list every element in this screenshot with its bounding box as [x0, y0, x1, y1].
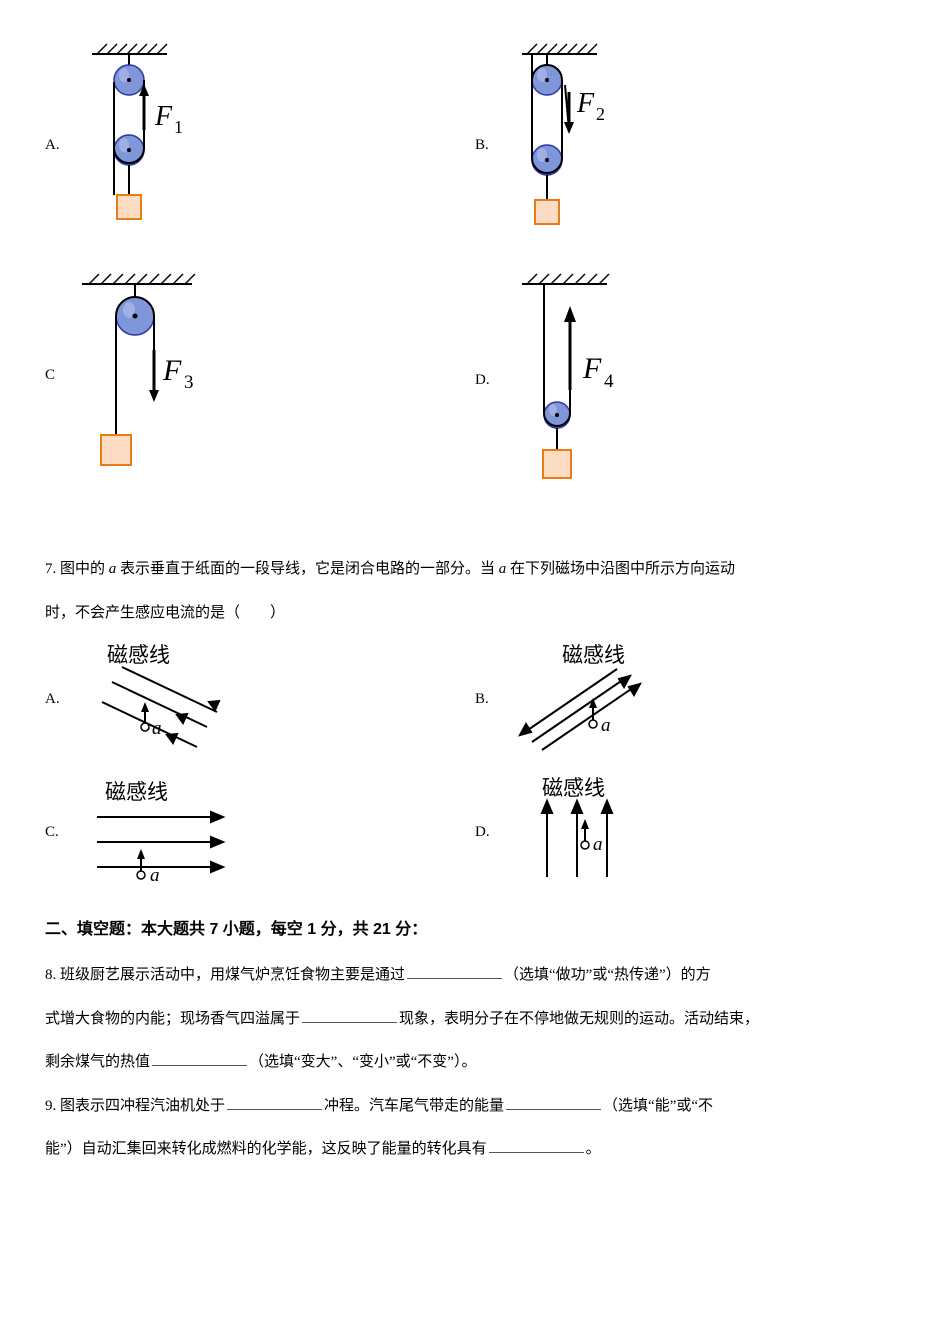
q7-t3: 在下列磁场中沿图中所示方向运动	[506, 561, 735, 577]
q7-t2: 表示垂直于纸面的一段导线，它是闭合电路的一部分。当	[116, 561, 499, 577]
svg-text:a: a	[601, 715, 611, 736]
force-f4: F	[582, 352, 602, 385]
q9-p2: 冲程。汽车尾气带走的能量	[324, 1098, 504, 1114]
svg-text:1: 1	[174, 117, 183, 137]
q6-row-ab: A.	[45, 40, 905, 250]
q8-p6: （选填“变大”、“变小”或“不变”）。	[249, 1054, 476, 1070]
q6-d-letter: D.	[475, 366, 495, 395]
svg-text:a: a	[593, 834, 603, 855]
blank	[506, 1093, 601, 1110]
q9-p3: （选填“能”或“不	[603, 1098, 713, 1114]
q7-c-label: 磁感线	[105, 780, 168, 804]
q7-c-letter: C.	[45, 818, 65, 847]
q7-t1: 7. 图中的	[45, 561, 109, 577]
q9-p4: 能”）自动汇集回来转化成燃料的化学能，这反映了能量的转化具有	[45, 1141, 487, 1157]
q6-option-d: D. F 4	[475, 270, 905, 490]
force-f1: F	[154, 101, 173, 132]
q8-line3: 剩余煤气的热值 （选填“变大”、“变小”或“不变”）。	[45, 1048, 905, 1077]
blank	[489, 1136, 584, 1153]
q7-stem: 7. 图中的 a 表示垂直于纸面的一段导线，它是闭合电路的一部分。当 a 在下列…	[45, 555, 905, 584]
q7-stem2: 时，不会产生感应电流的是（ ）	[45, 599, 905, 628]
q6-c-letter: C	[45, 361, 65, 390]
svg-text:a: a	[150, 865, 160, 886]
q7-b-letter: B.	[475, 685, 495, 714]
q7-d-letter: D.	[475, 818, 495, 847]
q7-a-letter: A.	[45, 685, 65, 714]
q6-option-c: C F 3	[45, 270, 475, 480]
q9-p5: 。	[586, 1141, 601, 1157]
q7-option-d: D. 磁感线 a	[475, 777, 905, 887]
blank	[227, 1093, 322, 1110]
q7-option-c: C. 磁感线 a	[45, 777, 475, 887]
q7-a-figure: 磁感线 a	[77, 642, 247, 757]
q8-p3: 式增大食物的内能；现场香气四溢属于	[45, 1011, 300, 1027]
q6-b-letter: B.	[475, 131, 495, 160]
q8-p5: 剩余煤气的热值	[45, 1054, 150, 1070]
q8-p4: 现象，表明分子在不停地做无规则的运动。活动结束，	[399, 1011, 759, 1027]
q7-row-cd: C. 磁感线 a D. 磁感线	[45, 777, 905, 887]
q8-p2: （选填“做功”或“热传递”）的方	[504, 967, 711, 983]
q6-option-b: B.	[475, 40, 905, 250]
section2-header: 二、填空题：本大题共 7 小题，每空 1 分，共 21 分：	[45, 915, 905, 945]
q9-line1: 9. 图表示四冲程汽油机处于 冲程。汽车尾气带走的能量 （选填“能”或“不	[45, 1092, 905, 1121]
svg-text:4: 4	[604, 371, 614, 392]
blank	[152, 1049, 247, 1066]
q8-line2: 式增大食物的内能；现场香气四溢属于 现象，表明分子在不停地做无规则的运动。活动结束…	[45, 1005, 905, 1034]
q9-line2: 能”）自动汇集回来转化成燃料的化学能，这反映了能量的转化具有 。	[45, 1135, 905, 1164]
q9-p1: 9. 图表示四冲程汽油机处于	[45, 1098, 225, 1114]
q6-option-a: A.	[45, 40, 475, 250]
q8-line1: 8. 班级厨艺展示活动中，用煤气炉烹饪食物主要是通过 （选填“做功”或“热传递”）…	[45, 961, 905, 990]
q7-b-figure: 磁感线 a	[507, 642, 677, 757]
q6-a-letter: A.	[45, 131, 65, 160]
q6-c-figure: F 3	[77, 270, 227, 480]
q7-d-label: 磁感线	[542, 777, 605, 800]
blank	[302, 1006, 397, 1023]
force-f3: F	[162, 354, 182, 387]
q6-d-figure: F 4	[507, 270, 657, 490]
q7-row-ab: A. 磁感线 a B. 磁感线	[45, 642, 905, 757]
q7-b-label: 磁感线	[562, 643, 625, 667]
svg-text:a: a	[152, 718, 162, 739]
q7-c-figure: 磁感线 a	[77, 777, 247, 887]
svg-text:2: 2	[596, 104, 605, 124]
q7-option-a: A. 磁感线 a	[45, 642, 475, 757]
q6-a-figure: F 1	[77, 40, 207, 250]
q6-b-figure: F 2	[507, 40, 637, 250]
q7-d-figure: 磁感线 a	[507, 777, 677, 887]
svg-text:3: 3	[184, 372, 194, 393]
q6-row-cd: C F 3	[45, 270, 905, 490]
q7-option-b: B. 磁感线 a	[475, 642, 905, 757]
q7-a-label: 磁感线	[107, 643, 170, 667]
force-f2: F	[576, 88, 595, 119]
q8-p1: 8. 班级厨艺展示活动中，用煤气炉烹饪食物主要是通过	[45, 967, 405, 983]
blank	[407, 962, 502, 979]
